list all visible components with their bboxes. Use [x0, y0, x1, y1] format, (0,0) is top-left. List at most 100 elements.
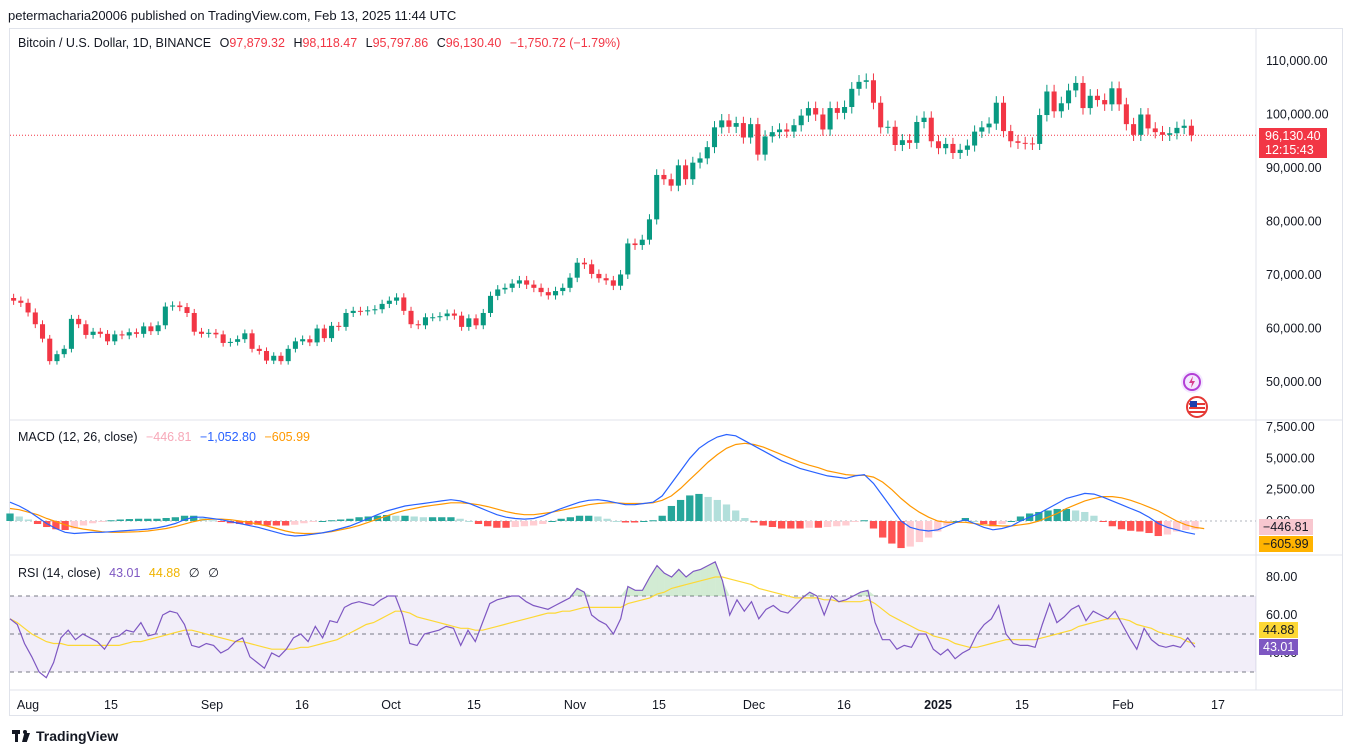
time-axis-tick: Dec — [743, 698, 765, 712]
macd-hist-bar — [1154, 521, 1162, 537]
macd-hist-bar — [768, 521, 777, 528]
rsi-overbought-fill — [671, 569, 679, 596]
rsi-overbought-fill — [700, 565, 708, 596]
candle-body — [928, 117, 934, 142]
macd-hist-bar — [309, 521, 317, 522]
macd-hist-bar — [263, 521, 271, 526]
price-axis-tick: 50,000.00 — [1266, 375, 1322, 389]
candle-body — [885, 126, 891, 128]
candle-body — [834, 108, 840, 113]
candle-body — [1145, 114, 1151, 129]
candle-body — [704, 147, 710, 159]
macd-hist-bar — [658, 515, 666, 521]
candle-body — [1174, 127, 1180, 134]
macd-hist-bar — [1108, 521, 1116, 527]
candle-body — [784, 129, 790, 132]
candle-body — [1058, 103, 1064, 112]
candle-body — [524, 280, 530, 285]
rsi-overbought-fill — [802, 592, 810, 596]
candle-body — [422, 317, 429, 326]
us-flag-icon[interactable] — [1184, 396, 1208, 418]
macd-hist-bar — [998, 521, 1006, 525]
candle-body — [1167, 133, 1173, 135]
rsi-legend: RSI (14, close) 43.01 44.88 ∅ ∅ — [18, 565, 224, 580]
lightning-icon[interactable] — [1181, 371, 1203, 393]
candle-body — [321, 328, 327, 339]
rsi-overbought-fill — [635, 590, 643, 596]
macd-hist-bar — [24, 519, 33, 521]
candle-body — [610, 280, 616, 286]
rsi-overbought-fill — [867, 590, 876, 596]
macd-hist-bar — [860, 520, 868, 522]
time-axis-tick: 15 — [652, 698, 666, 712]
chart-frame — [9, 28, 1343, 716]
tradingview-footer[interactable]: TradingView — [12, 728, 118, 744]
candle-body — [112, 334, 118, 342]
candle-body — [654, 174, 660, 220]
macd-hist-bar — [750, 521, 758, 523]
macd-hist-bar — [575, 515, 584, 521]
macd-hist-bar — [98, 521, 106, 522]
macd-hist-bar — [888, 521, 896, 544]
rsi-overbought-fill — [693, 569, 701, 596]
rsi-overbought-fill — [860, 590, 868, 596]
candle-body — [350, 310, 356, 313]
candle-body — [278, 355, 284, 362]
macd-hist-bar — [236, 521, 244, 525]
candle-body — [141, 326, 147, 334]
candle-body — [307, 339, 313, 343]
macd-hist-bar — [125, 519, 134, 521]
macd-hist-bar — [713, 499, 721, 521]
candle-body — [1094, 95, 1100, 101]
candle-body — [668, 179, 674, 186]
rsi-ma-tag: 44.88 — [1259, 622, 1299, 638]
rsi-line — [9, 560, 1196, 679]
macd-title[interactable]: MACD (12, 26, close) — [18, 430, 138, 444]
macd-hist-bar — [594, 516, 602, 521]
candle-body — [950, 143, 956, 154]
macd-hist-bar — [465, 521, 473, 522]
candle-body — [451, 313, 457, 316]
time-axis-tick: 15 — [467, 698, 481, 712]
candle-body — [516, 280, 522, 284]
candle-body — [314, 328, 320, 343]
macd-hist-bar — [162, 517, 170, 521]
macd-hist-bar — [695, 493, 703, 521]
candle-body — [394, 297, 400, 301]
candle-body — [1181, 125, 1187, 128]
candle-body — [798, 115, 804, 126]
last-price-tag: 96,130.40 12:15:43 — [1259, 128, 1327, 158]
macd-hist-bar — [1062, 508, 1071, 521]
macd-line-value: −1,052.80 — [200, 430, 256, 444]
rsi-title[interactable]: RSI (14, close) — [18, 566, 101, 580]
candle-body — [805, 108, 811, 116]
macd-hist-bar — [1172, 521, 1181, 532]
candle-body — [430, 317, 436, 319]
macd-hist-bar — [805, 521, 813, 528]
macd-hist-bar — [401, 515, 409, 521]
candle-body — [271, 355, 277, 361]
macd-hist-bar — [612, 521, 620, 522]
brand-name: TradingView — [36, 728, 119, 744]
candle-body — [206, 332, 212, 334]
macd-hist-bar — [33, 521, 42, 525]
candle-body — [105, 333, 111, 342]
symbol-legend: Bitcoin / U.S. Dollar, 1D, BINANCE O97,8… — [18, 36, 621, 50]
symbol-title[interactable]: Bitcoin / U.S. Dollar, 1D, BINANCE — [18, 36, 212, 50]
macd-hist-bar — [842, 521, 850, 526]
candle-body — [907, 140, 913, 143]
open-value: 97,879.32 — [229, 36, 285, 50]
candle-body — [336, 325, 342, 327]
candle-body — [1037, 115, 1043, 144]
candle-body — [466, 318, 472, 327]
change-value: −1,750.72 (−1.79%) — [509, 36, 621, 50]
candle-body — [618, 274, 624, 286]
candle-body — [386, 300, 392, 304]
macd-hist-bar — [1090, 515, 1098, 521]
macd-hist-bar — [520, 521, 529, 527]
macd-hist-bar — [879, 521, 887, 538]
candle-body — [76, 318, 82, 325]
candle-body — [943, 143, 949, 149]
time-axis-tick: 15 — [1015, 698, 1029, 712]
